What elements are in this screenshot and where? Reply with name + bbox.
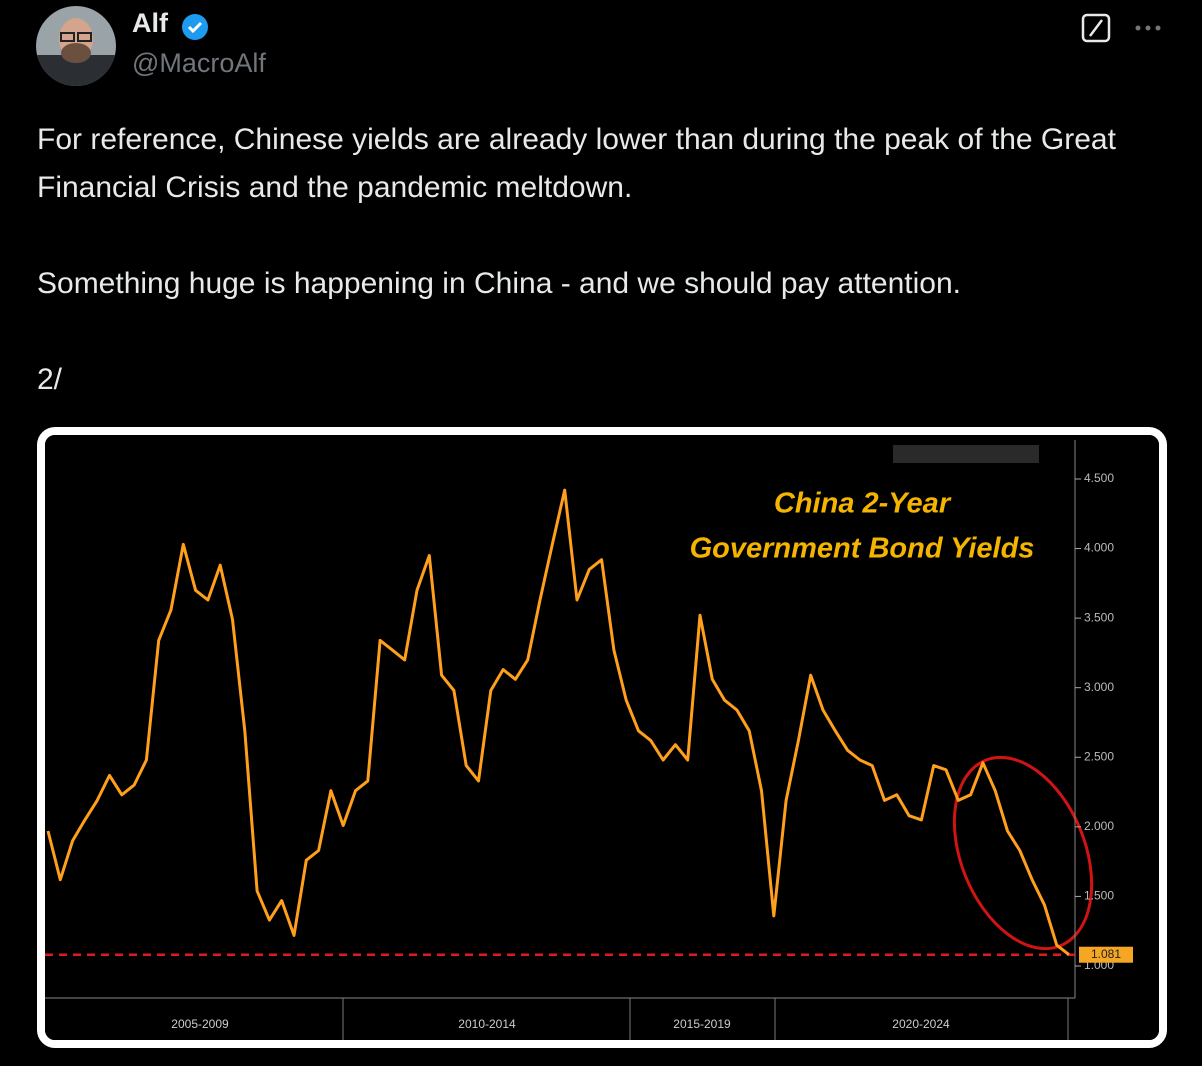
avatar[interactable] <box>35 5 117 87</box>
data-line <box>46 488 1070 956</box>
last-value-label: 1.081 <box>1091 947 1121 961</box>
verified-badge <box>182 14 208 40</box>
paragraph: Something huge is happening in China - a… <box>37 267 961 300</box>
y-tick-label: 2.000 <box>1084 819 1114 833</box>
y-tick-label: 3.000 <box>1084 680 1114 694</box>
author-handle[interactable]: @MacroAlf <box>132 48 266 78</box>
paragraph: 2/ <box>37 363 63 396</box>
highlight-circle <box>952 755 1094 951</box>
grok-button[interactable] <box>1081 13 1111 43</box>
paragraph: For reference, Chinese yields are alread… <box>37 123 1116 204</box>
y-tick-label: 4.000 <box>1084 541 1114 555</box>
y-tick-label: 1.500 <box>1084 889 1114 903</box>
y-tick-label: 3.500 <box>1084 610 1114 624</box>
top-icons <box>1081 13 1161 43</box>
chart-toolbar <box>893 445 1039 463</box>
chart-title: Government Bond Yields <box>690 533 1035 565</box>
y-tick-label: 4.500 <box>1084 471 1114 485</box>
x-tick-label: 2015-2019 <box>673 1017 731 1031</box>
chart-title: China 2-Year <box>774 488 952 520</box>
media[interactable]: China 2-Year Government Bond Yields 1.00… <box>37 427 1167 1048</box>
author-name[interactable]: Alf <box>132 8 168 38</box>
chart: China 2-Year Government Bond Yields 1.00… <box>45 435 1159 1040</box>
more-button[interactable] <box>1135 25 1161 31</box>
x-tick-label: 2005-2009 <box>171 1017 229 1031</box>
post-text: For reference, Chinese yields are alread… <box>37 116 1172 452</box>
x-tick-label: 2010-2014 <box>458 1017 516 1031</box>
x-tick-label: 2020-2024 <box>892 1017 950 1031</box>
last-value-box <box>1079 946 1133 963</box>
y-tick-label: 2.500 <box>1084 749 1114 763</box>
